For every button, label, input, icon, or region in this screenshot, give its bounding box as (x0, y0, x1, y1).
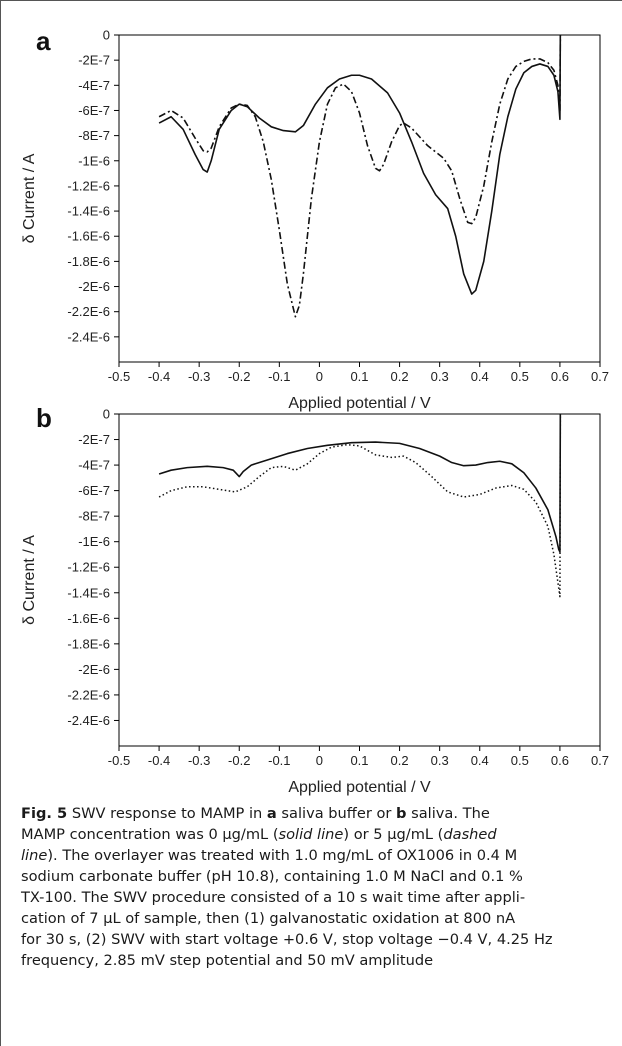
x-tick-label: -0.4 (148, 753, 170, 768)
x-tick-label: -0.3 (188, 369, 210, 384)
y-tick-label: -6E-7 (78, 103, 110, 118)
caption-text: ) or 5 µg/mL ( (343, 826, 444, 843)
y-tick-label: -2.4E-6 (67, 713, 110, 728)
caption-line-3: line). The overlayer was treated with 1.… (21, 845, 613, 866)
caption-line-2: MAMP concentration was 0 µg/mL (solid li… (21, 824, 613, 845)
y-tick-label: -2E-7 (78, 432, 110, 447)
x-tick-label: -0.5 (108, 369, 130, 384)
x-tick-label: -0.2 (228, 369, 250, 384)
series-line-solid (158, 413, 562, 553)
caption-italic: solid line (278, 826, 344, 843)
y-tick-label: -2E-7 (78, 53, 110, 68)
x-tick-label: 0.6 (551, 369, 569, 384)
panel-a-chart: a -0.5 -0.4 -0.3 -0.2 -0.1 0 0.1 0.2 0.3 0.4 0.5 0.6… (21, 26, 609, 412)
y-tick-label: -1.6E-6 (67, 229, 110, 244)
caption-text: SWV response to MAMP in (67, 805, 267, 822)
series-line-solid (158, 34, 562, 295)
y-tick-label: 0 (103, 28, 110, 43)
caption-text: saliva. The (406, 805, 490, 822)
y-tick-label: -2.4E-6 (67, 329, 110, 344)
series-line-dotted (158, 413, 562, 598)
caption-fig-label: Fig. 5 (21, 805, 68, 822)
figure-caption: Fig. 5 SWV response to MAMP in a saliva … (21, 803, 613, 971)
panel-label: b (36, 403, 52, 433)
caption-text: saliva buffer or (276, 805, 397, 822)
y-tick-label: -1.8E-6 (67, 636, 110, 651)
y-axis-title: δ Current / A (21, 535, 38, 625)
y-tick-label: -1E-6 (78, 534, 110, 549)
x-tick-label: 0.2 (391, 369, 409, 384)
caption-panel-ref-a: a (266, 805, 277, 822)
x-tick-label: 0.7 (591, 753, 609, 768)
caption-italic: line (21, 847, 48, 864)
y-axis-title: δ Current / A (21, 153, 38, 243)
y-tick-label: -2.2E-6 (67, 687, 110, 702)
y-tick-label: -1E-6 (78, 153, 110, 168)
caption-text: MAMP concentration was 0 µg/mL ( (21, 826, 279, 843)
caption-panel-ref-b: b (396, 805, 407, 822)
y-tick-label: -8E-7 (78, 509, 110, 524)
x-tick-label: 0.7 (591, 369, 609, 384)
caption-line-7: for 30 s, (2) SWV with start voltage +0.… (21, 931, 553, 948)
x-tick-label: 0.5 (511, 753, 529, 768)
y-tick-label: -1.2E-6 (67, 560, 110, 575)
y-tick-label: -8E-7 (78, 128, 110, 143)
caption-line-4: sodium carbonate buffer (pH 10.8), conta… (21, 868, 523, 885)
caption-line-6: cation of 7 µL of sample, then (1) galva… (21, 910, 516, 927)
caption-line-1: Fig. 5 SWV response to MAMP in a saliva … (21, 803, 613, 824)
x-tick-label: 0.3 (431, 369, 449, 384)
y-tick-label: -2E-6 (78, 662, 110, 677)
x-tick-label: 0.1 (350, 753, 368, 768)
x-tick-label: 0.6 (551, 753, 569, 768)
y-tick-label: -1.2E-6 (67, 178, 110, 193)
y-tick-label: -1.6E-6 (67, 611, 110, 626)
x-tick-label: 0.5 (511, 369, 529, 384)
x-axis-title: Applied potential / V (288, 395, 431, 412)
x-tick-label: -0.1 (268, 753, 290, 768)
figure-svg: a -0.5 -0.4 -0.3 -0.2 -0.1 0 0.1 0.2 0.3 0.4 0.5 0.6… (21, 26, 609, 796)
y-tick-label: -6E-7 (78, 483, 110, 498)
x-tick-label: 0 (316, 753, 323, 768)
x-axis-title: Applied potential / V (288, 779, 431, 796)
caption-italic: dashed (443, 826, 497, 843)
caption-line-5: TX-100. The SWV procedure consisted of a… (21, 889, 526, 906)
y-tick-label: -1.8E-6 (67, 254, 110, 269)
caption-text: ). The overlayer was treated with 1.0 mg… (47, 847, 518, 864)
x-tick-label: -0.4 (148, 369, 170, 384)
y-tick-label: -1.4E-6 (67, 585, 110, 600)
x-tick-label: 0.4 (471, 753, 489, 768)
plot-area (118, 34, 601, 363)
y-tick-label: -2E-6 (78, 279, 110, 294)
x-tick-label: 0.3 (431, 753, 449, 768)
y-tick-label: -2.2E-6 (67, 304, 110, 319)
x-tick-label: -0.1 (268, 369, 290, 384)
plot-area (118, 413, 601, 747)
x-tick-label: -0.5 (108, 753, 130, 768)
y-tick-label: -1.4E-6 (67, 204, 110, 219)
x-tick-label: -0.3 (188, 753, 210, 768)
x-tick-label: -0.2 (228, 753, 250, 768)
y-tick-label: 0 (103, 407, 110, 422)
y-tick-label: -4E-7 (78, 78, 110, 93)
series-line-dash-dot (158, 34, 562, 318)
panel-label: a (36, 26, 51, 56)
y-tick-label: -4E-7 (78, 458, 110, 473)
x-tick-label: 0.4 (471, 369, 489, 384)
x-tick-label: 0.2 (391, 753, 409, 768)
caption-line-8: frequency, 2.85 mV step potential and 50… (21, 952, 434, 969)
x-tick-label: 0.1 (350, 369, 368, 384)
x-tick-label: 0 (316, 369, 323, 384)
panel-b-chart: b -0.5 -0.4 -0.3 -0.2 -0.1 0 0.1 0.2 0.3 0.4 0.5 0.6… (21, 403, 609, 796)
